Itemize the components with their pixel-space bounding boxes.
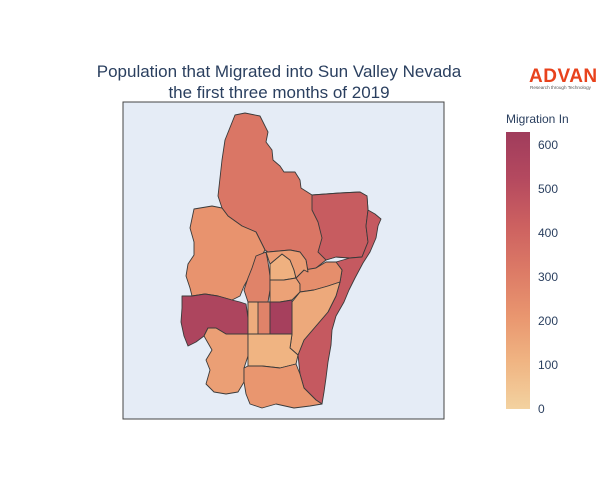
colorbar: Migration In 0 100 200 300 400 500 600 — [506, 112, 569, 416]
colorbar-tick-label: 600 — [538, 138, 558, 152]
chart-title-line2: the first three months of 2019 — [168, 83, 389, 102]
colorbar-title: Migration In — [506, 112, 569, 126]
map-regions — [180, 112, 382, 409]
colorbar-tick-label: 200 — [538, 314, 558, 328]
region-west-mid — [265, 249, 309, 279]
region-south-west — [203, 327, 249, 395]
colorbar-tick-label: 0 — [538, 402, 545, 416]
chart-title-line1: Population that Migrated into Sun Valley… — [97, 62, 462, 81]
advan-logo: ADVAN Research through Technology — [529, 66, 598, 90]
colorbar-tick-label: 400 — [538, 226, 558, 240]
colorbar-gradient — [506, 132, 530, 409]
region-block-right — [269, 299, 293, 335]
colorbar-tick-label: 100 — [538, 358, 558, 372]
logo-tagline: Research through Technology — [530, 85, 592, 90]
region-south-center — [247, 333, 299, 369]
colorbar-tick-label: 300 — [538, 270, 558, 284]
logo-wordmark: ADVAN — [529, 66, 598, 87]
region-sq-left — [247, 301, 259, 335]
region-west-upper — [185, 205, 266, 301]
colorbar-ticks: 0 100 200 300 400 500 600 — [538, 138, 558, 416]
colorbar-tick-label: 500 — [538, 182, 558, 196]
region-south — [243, 363, 323, 409]
region-east-upper — [311, 191, 369, 261]
